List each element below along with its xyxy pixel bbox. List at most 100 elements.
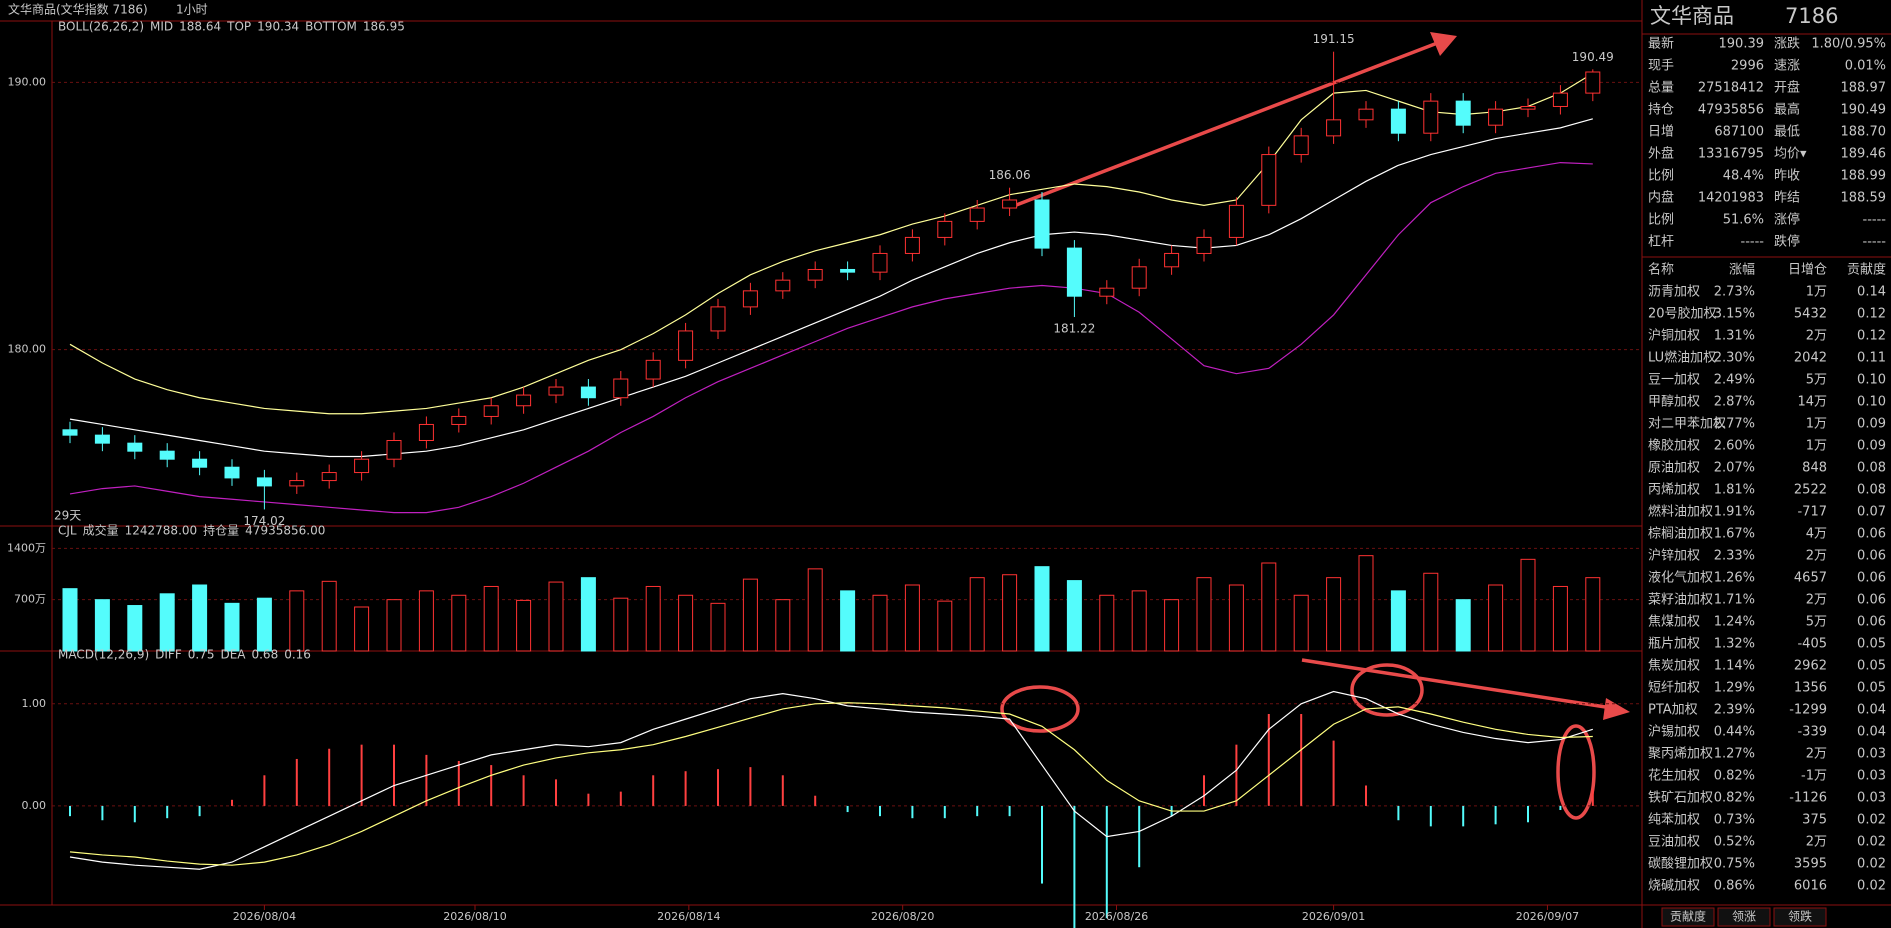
table-cell: 1.26% — [1714, 571, 1755, 586]
candle-body — [1358, 108, 1374, 121]
volume-bar — [1552, 585, 1568, 652]
candle-body — [904, 236, 920, 254]
indicator-title: BOLL(26,26,2) — [58, 20, 144, 34]
quote-label: 外盘 — [1648, 146, 1674, 162]
table-cell: 2042 — [1794, 351, 1827, 366]
table-cell: 3595 — [1794, 857, 1827, 872]
indicator-title: MACD(12,26,9) — [58, 648, 149, 662]
volume-bar — [62, 588, 78, 652]
annotations — [1000, 32, 1630, 820]
table-cell: 0.12 — [1857, 307, 1886, 322]
table-cell: 对二甲苯加权 — [1648, 416, 1726, 432]
candle-body — [1261, 154, 1277, 206]
table-cell: 1.81% — [1714, 483, 1755, 498]
quote-label: 最新 — [1648, 36, 1674, 52]
candle-body — [775, 279, 791, 292]
quote-value: 13316795 — [1698, 147, 1764, 162]
x-tick-label: 2026/09/07 — [1516, 910, 1579, 923]
candle-body — [1585, 71, 1601, 94]
quote-label: 涨停 — [1774, 212, 1800, 228]
y-tick-label: 1.00 — [22, 697, 47, 710]
table-cell: 1.29% — [1714, 681, 1755, 696]
table-cell: 0.06 — [1857, 593, 1886, 608]
table-cell: 0.02 — [1857, 835, 1886, 850]
table-cell: 0.06 — [1857, 571, 1886, 586]
candle-body — [1034, 199, 1050, 249]
table-cell: 短纤加权 — [1648, 680, 1700, 696]
volume-bar — [710, 602, 726, 652]
tab-label[interactable]: 领跌 — [1788, 909, 1812, 924]
table-cell: 0.07 — [1857, 505, 1886, 520]
candle-body — [159, 450, 175, 460]
tab[interactable] — [1773, 907, 1827, 927]
table-cell: 2万 — [1806, 747, 1827, 762]
candle-body — [1131, 266, 1147, 289]
quote-label: 昨结 — [1774, 191, 1800, 206]
volume-bar — [1228, 584, 1244, 652]
volume-bar — [1585, 577, 1601, 652]
volume-bar — [1520, 558, 1536, 652]
legend-name: 成交量 — [83, 523, 119, 538]
quote-value: 188.59 — [1841, 191, 1887, 206]
table-cell: 0.06 — [1857, 527, 1886, 542]
table-cell: 1356 — [1794, 681, 1827, 696]
quote-label: 开盘 — [1774, 80, 1800, 96]
y-tick-label: 0.00 — [22, 799, 47, 812]
candle-body — [872, 252, 888, 273]
table-cell: 1.31% — [1714, 329, 1755, 344]
indicator-line — [69, 690, 1593, 870]
toolbar-period[interactable]: 1小时 — [176, 3, 208, 17]
candle-body — [256, 477, 272, 487]
table-cell: 1.67% — [1714, 527, 1755, 542]
quote-value: 188.70 — [1841, 125, 1887, 140]
legend-name: TOP — [226, 20, 251, 34]
toolbar-symbol[interactable]: 文华商品(文华指数 7186) — [8, 2, 148, 17]
legend-name: MID — [150, 20, 173, 34]
volume-bar — [1034, 566, 1050, 652]
table-cell: 4万 — [1806, 527, 1827, 542]
table-cell: 3.15% — [1714, 307, 1755, 322]
table-cell: 原油加权 — [1648, 460, 1700, 476]
candle-body — [192, 458, 208, 468]
volume-bar — [224, 602, 240, 652]
legend-value: 190.34 — [257, 20, 299, 34]
candle-body — [1455, 100, 1471, 126]
table-cell: 20号胶加权 — [1648, 306, 1717, 322]
tab[interactable] — [1717, 907, 1771, 927]
quote-value: 188.99 — [1841, 169, 1887, 184]
volume-bar — [678, 594, 694, 652]
volume-bar — [1066, 580, 1082, 652]
y-tick-label: 180.00 — [8, 343, 47, 356]
table-cell: 0.73% — [1714, 813, 1755, 828]
volume-bar — [418, 590, 434, 652]
table-cell: 0.04 — [1857, 725, 1886, 740]
table-cell: 2万 — [1806, 329, 1827, 344]
candle-body — [645, 359, 661, 380]
table-cell: 14万 — [1797, 395, 1827, 410]
tab-label[interactable]: 领涨 — [1732, 909, 1756, 924]
table-cell: 848 — [1802, 461, 1827, 476]
table-cell: -1299 — [1789, 703, 1827, 718]
table-cell: 1.14% — [1714, 659, 1755, 674]
candle-body — [1196, 236, 1212, 254]
table-cell: -717 — [1797, 505, 1827, 520]
candle-body — [62, 429, 78, 436]
table-cell: 豆一加权 — [1648, 372, 1700, 388]
candle-body — [1488, 108, 1504, 126]
quote-label: 日增 — [1648, 125, 1674, 140]
candle-body — [94, 434, 110, 444]
quote-value: 48.4% — [1723, 169, 1764, 184]
volume-bar — [1164, 599, 1180, 652]
quote-name: 文华商品 — [1650, 4, 1734, 28]
legend-name: 持仓量 — [203, 523, 239, 538]
table-cell: 6016 — [1794, 879, 1827, 894]
tab[interactable] — [1661, 907, 1715, 927]
table-cell: 0.05 — [1857, 681, 1886, 696]
candle-body — [386, 439, 402, 460]
side-panel: 文华商品 7186 最新 190.39 涨跌 1.80/0.95% 现手 2996 速涨 0.01… — [1648, 4, 1887, 927]
tab-label[interactable]: 贡献度 — [1670, 909, 1706, 924]
volume-bar — [807, 568, 823, 652]
price-label: 190.49 — [1572, 50, 1614, 64]
table-cell: 1.91% — [1714, 505, 1755, 520]
table-cell: 瓶片加权 — [1648, 636, 1700, 652]
